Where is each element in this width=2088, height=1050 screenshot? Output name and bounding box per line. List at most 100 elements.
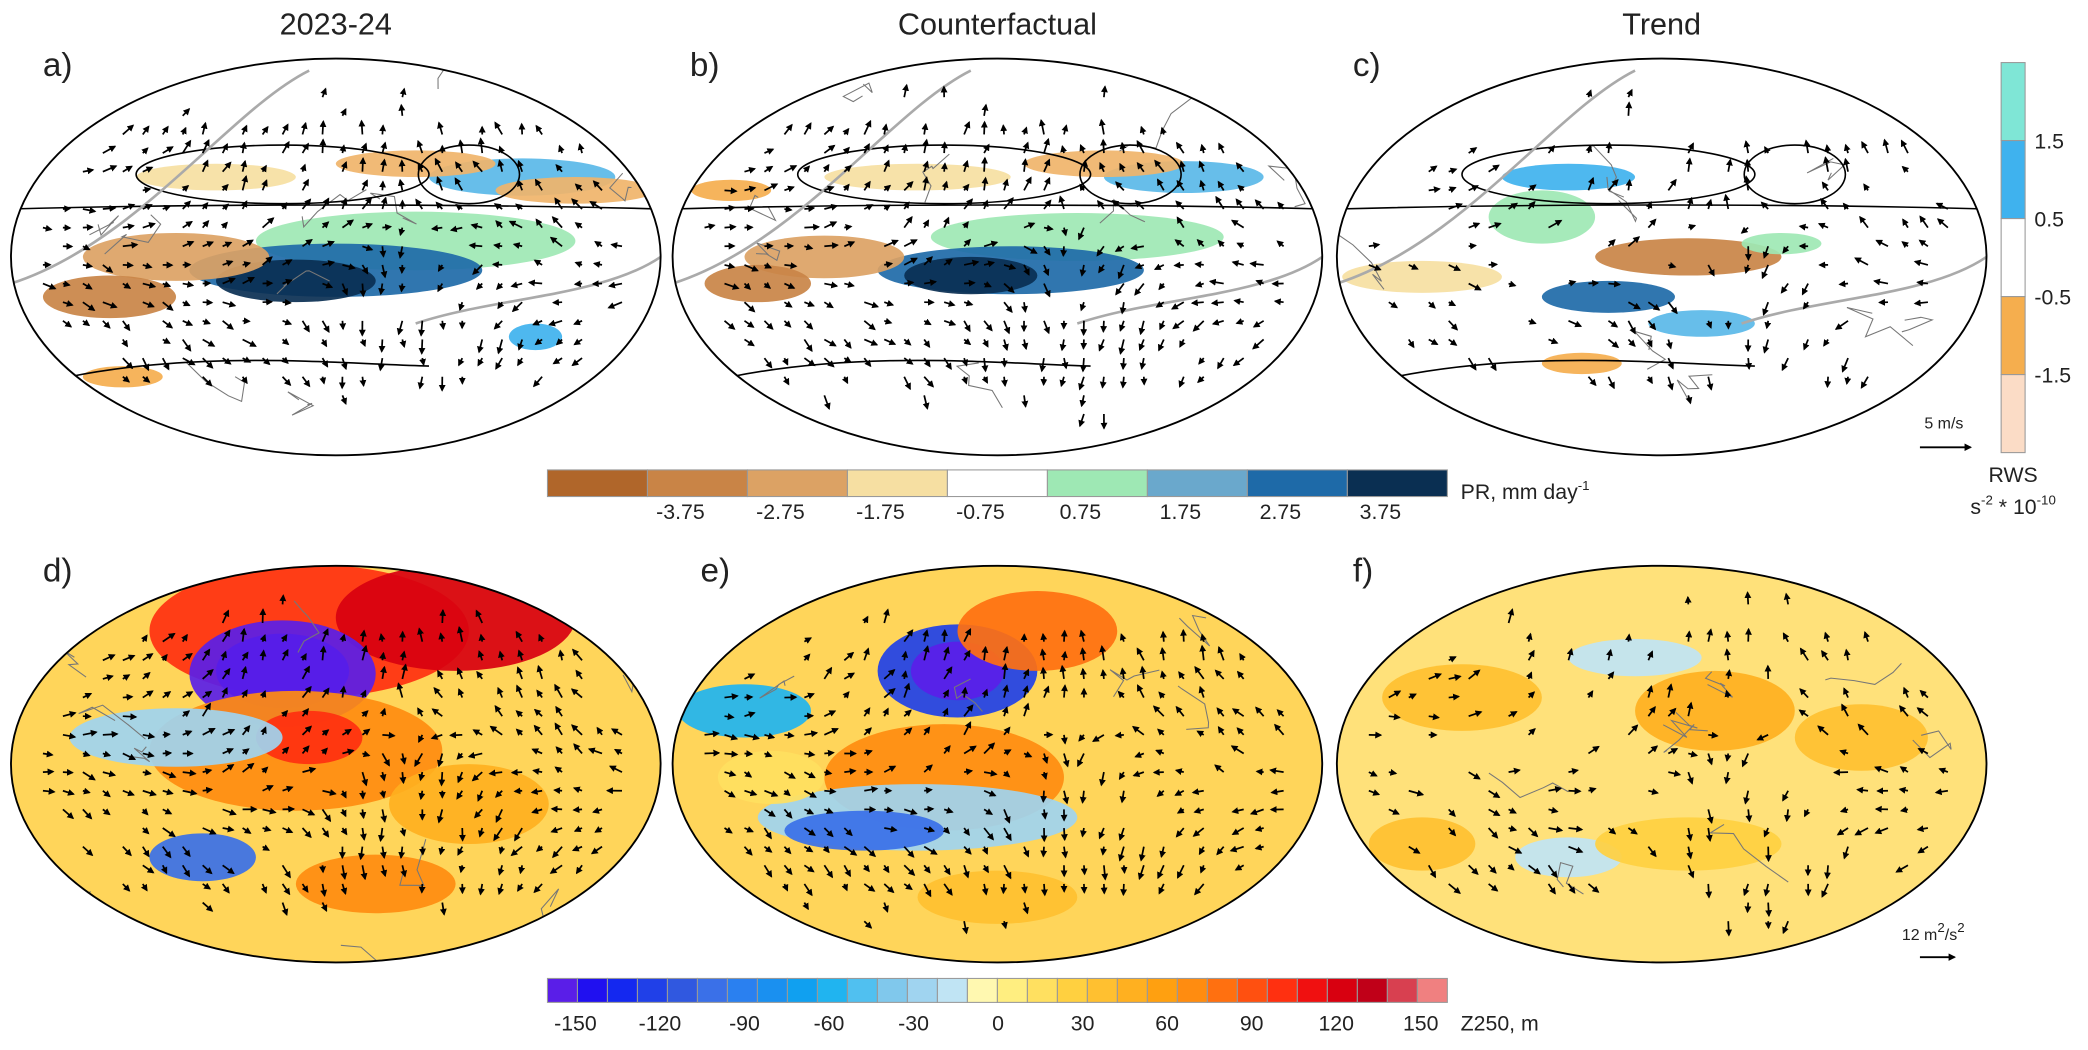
map-shading	[1382, 664, 1542, 731]
wind-vector	[442, 610, 443, 623]
wind-vector	[382, 126, 383, 135]
colorbar-swatch	[1357, 978, 1387, 1002]
colorbar-tick-label: 90	[1240, 1011, 1264, 1035]
map-shading	[678, 684, 811, 737]
colorbar-swatch	[647, 470, 747, 497]
wind-vector	[1728, 921, 1729, 935]
colorbar-tick-label: 120	[1318, 1011, 1354, 1035]
colorbar-units: s-2 * 10-10	[1970, 493, 2055, 519]
wind-vector	[442, 772, 443, 785]
map-shading	[496, 177, 656, 204]
colorbar-tick-label: 0.75	[1060, 500, 1101, 524]
wind-vector	[1103, 140, 1104, 153]
wind-vector	[382, 246, 383, 256]
wind-vector	[362, 284, 363, 296]
wind-vector	[725, 190, 737, 191]
colorbar-swatch	[757, 978, 787, 1002]
wind-vector	[163, 753, 171, 754]
colorbar-tick-label: 60	[1155, 1011, 1179, 1035]
map-panel	[1337, 566, 1987, 963]
colorbar-swatch	[1087, 978, 1117, 1002]
colorbar-tick-label: -60	[814, 1011, 845, 1035]
colorbar-swatch	[967, 978, 997, 1002]
colorbar-swatch	[1177, 978, 1207, 1002]
colorbar-swatch	[667, 978, 697, 1002]
wind-vector	[63, 772, 73, 773]
colorbar-swatch	[727, 978, 757, 1002]
wind-vector	[382, 735, 394, 736]
colorbar-label: Z250, m	[1461, 1011, 1539, 1035]
wind-vector	[432, 228, 442, 229]
wind-vector	[494, 245, 502, 246]
wind-vector	[1123, 377, 1124, 388]
column-title: Counterfactual	[898, 8, 1097, 42]
colorbar-tick-label: -30	[898, 1011, 929, 1035]
colorbar-tick-label: 30	[1071, 1011, 1095, 1035]
ref-sup: 2	[1957, 920, 1964, 935]
wind-vector	[1064, 686, 1065, 698]
wind-vector	[512, 772, 522, 773]
wind-vector	[402, 772, 403, 783]
wind-vector	[263, 651, 264, 660]
wind-vector	[1608, 143, 1609, 153]
wind-vector	[382, 182, 383, 191]
colorbar-tick-label: -1.5	[2034, 364, 2071, 388]
wind-vector	[984, 158, 985, 172]
map-shading	[1635, 671, 1795, 751]
wind-vector	[1469, 246, 1476, 247]
colorbar-swatch	[847, 470, 947, 497]
colorbar-tick-label: 0	[992, 1011, 1004, 1035]
wind-vector	[382, 227, 390, 228]
wind-vector	[283, 302, 291, 303]
colorbar-swatch	[1147, 978, 1177, 1002]
colorbar-label-sup: -1	[1578, 478, 1590, 493]
colorbar-tick-label: -0.75	[956, 500, 1005, 524]
wind-vector	[784, 735, 793, 736]
wind-vector	[924, 809, 933, 810]
wind-vector	[401, 284, 402, 292]
wind-vector	[1728, 670, 1729, 679]
column-title: 2023-24	[280, 8, 392, 42]
wind-vector	[43, 791, 54, 792]
colorbar-swatch	[787, 978, 817, 1002]
wind-vector	[402, 265, 403, 273]
colorbar-swatch	[947, 470, 1047, 497]
wind-vector	[163, 734, 170, 735]
wind-vector	[1489, 264, 1497, 265]
wind-vector	[1083, 669, 1084, 679]
wind-vector	[1708, 735, 1717, 736]
map-shading	[149, 833, 255, 881]
wind-vector	[322, 647, 323, 660]
panel-label: c)	[1353, 47, 1381, 84]
wind-vector	[1727, 753, 1728, 760]
wind-vector	[744, 697, 752, 698]
map-shading	[1542, 281, 1675, 313]
wind-vector	[322, 140, 323, 153]
colorbar-swatch	[1327, 978, 1357, 1002]
column-title: Trend	[1622, 8, 1701, 42]
colorbar-swatch	[1117, 978, 1147, 1002]
map-panel	[11, 564, 661, 983]
colorbar-tick-label: -0.5	[2034, 286, 2071, 310]
colorbar-swatch	[1387, 978, 1417, 1002]
wind-vector	[470, 245, 482, 246]
colorbar-tick-label: -2.75	[756, 500, 805, 524]
wind-vector	[283, 596, 284, 605]
wind-vector	[964, 283, 974, 284]
wind-vector	[1175, 265, 1184, 266]
coastline	[1287, 599, 1347, 640]
wind-vector	[1024, 884, 1025, 892]
panel-label: d)	[43, 553, 73, 590]
ref-sup: 2	[1937, 920, 1944, 935]
wind-vector	[1003, 125, 1004, 134]
wind-vector	[984, 122, 985, 134]
map-shading	[918, 871, 1078, 924]
wind-vector	[493, 264, 502, 265]
wind-vector	[725, 227, 736, 228]
map-shading	[136, 164, 296, 191]
colorbar-swatch	[1057, 978, 1087, 1002]
wind-vector	[1116, 735, 1124, 736]
wind-vector	[824, 245, 837, 246]
units-sup: -2	[1981, 493, 1993, 508]
colorbar-swatch	[1047, 470, 1147, 497]
